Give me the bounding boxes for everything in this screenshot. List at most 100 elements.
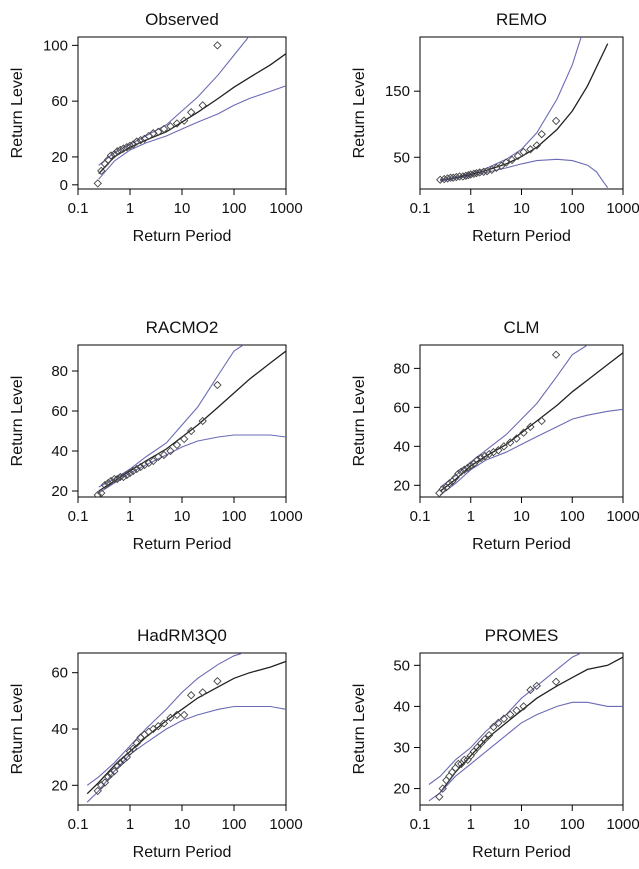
data-point: [526, 145, 535, 154]
x-tick-label: 1000: [606, 816, 639, 833]
data-point: [122, 142, 132, 152]
data-point: [454, 469, 463, 478]
plot-frame: [77, 652, 287, 806]
plot-frame: [419, 344, 624, 498]
y-tick-label: 60: [51, 665, 68, 682]
fit-line: [98, 350, 286, 492]
data-point: [476, 453, 486, 463]
data-point: [166, 446, 175, 456]
data-point: [122, 752, 132, 762]
data-point: [480, 735, 490, 744]
lower-ci-line: [98, 434, 286, 494]
data-point: [499, 714, 509, 723]
x-tick-label: 1000: [269, 816, 302, 833]
data-point: [140, 460, 149, 470]
data-point: [526, 685, 535, 695]
x-tick-label: 0.1: [410, 200, 431, 217]
y-tick-label: 20: [393, 781, 410, 798]
x-tick-label: 0.1: [68, 508, 89, 525]
data-point: [154, 722, 163, 731]
panel-2: 0.1 1 10 100 1000 50 150 REMO Return Period Retur…: [351, 10, 639, 245]
y-tick-label: 150: [385, 83, 410, 100]
data-point: [445, 479, 454, 488]
data-point: [106, 476, 116, 486]
x-tick-label: 1000: [606, 508, 639, 525]
data-point: [125, 468, 135, 478]
data-point: [526, 422, 535, 432]
panel-title: PROMES: [485, 626, 559, 645]
data-point: [447, 767, 457, 777]
data-point: [128, 744, 138, 753]
data-point: [512, 706, 521, 715]
y-tick-label: 80: [393, 360, 410, 377]
x-tick-label: 10: [513, 200, 530, 217]
data-point: [159, 450, 169, 460]
x-axis-label: Return Period: [133, 228, 232, 245]
y-tick-label: 20: [51, 149, 68, 166]
data-point: [122, 470, 132, 480]
panel-4: 0.1 1 10 100 1000 20 40 60 80 CLM Return Period Ret…: [351, 318, 639, 553]
data-point: [172, 440, 182, 450]
data-point: [438, 784, 447, 793]
data-point: [100, 778, 110, 787]
data-point: [435, 792, 444, 801]
lower-ci-line: [440, 158, 609, 189]
data-point: [198, 688, 207, 697]
data-point: [537, 416, 546, 426]
x-axis-label: Return Period: [472, 536, 571, 553]
y-axis-label: Return Level: [351, 684, 368, 775]
panel-3: 0.1 1 10 100 1000 20 40 60 80 RACMO2 Return Period…: [9, 318, 303, 553]
y-tick-label: 30: [393, 739, 410, 756]
data-point: [463, 463, 472, 472]
y-axis-label: Return Level: [9, 68, 26, 159]
data-point: [119, 472, 128, 482]
x-tick-label: 1: [467, 200, 475, 217]
x-tick-label: 10: [513, 816, 530, 833]
data-point: [125, 747, 135, 756]
data-point: [110, 149, 119, 159]
data-point: [186, 691, 196, 700]
fit-line: [439, 352, 623, 492]
data-point: [473, 743, 482, 752]
data-point: [438, 485, 447, 494]
data-point: [132, 464, 141, 474]
lower-ci-line: [98, 85, 286, 180]
x-tick-label: 10: [174, 816, 191, 833]
data-point: [106, 769, 116, 779]
y-tick-label: 40: [393, 438, 410, 455]
x-axis-label: Return Period: [472, 228, 571, 245]
x-tick-label: 100: [560, 508, 585, 525]
data-point: [457, 467, 466, 476]
y-tick-label: 60: [393, 399, 410, 416]
data-point: [460, 465, 469, 474]
x-axis-label: Return Period: [133, 536, 232, 553]
fit-line: [86, 660, 286, 795]
data-point: [499, 442, 509, 451]
data-point: [186, 426, 196, 436]
x-tick-label: 1000: [606, 200, 639, 217]
data-point: [113, 761, 122, 770]
data-point: [179, 710, 189, 720]
x-tick-label: 1: [126, 816, 134, 833]
data-point: [454, 759, 463, 769]
fit-line: [98, 53, 286, 175]
data-point: [513, 151, 523, 161]
y-tick-label: 50: [393, 149, 410, 166]
data-point: [213, 380, 222, 390]
data-point: [466, 461, 475, 470]
panel-5: 0.1 1 10 100 1000 20 40 60 HadRM3Q0 Return Period…: [9, 626, 303, 861]
data-point: [136, 136, 145, 145]
data-point: [97, 166, 106, 176]
data-point: [116, 758, 125, 767]
data-point: [179, 434, 189, 444]
data-point: [512, 434, 521, 443]
data-point: [113, 147, 122, 156]
y-tick-label: 40: [51, 721, 68, 738]
x-tick-label: 1000: [269, 508, 302, 525]
data-point: [93, 179, 102, 188]
x-tick-label: 10: [513, 508, 530, 525]
data-point: [149, 724, 158, 734]
data-point: [551, 116, 561, 126]
data-point: [186, 108, 196, 117]
data-point: [446, 173, 455, 182]
